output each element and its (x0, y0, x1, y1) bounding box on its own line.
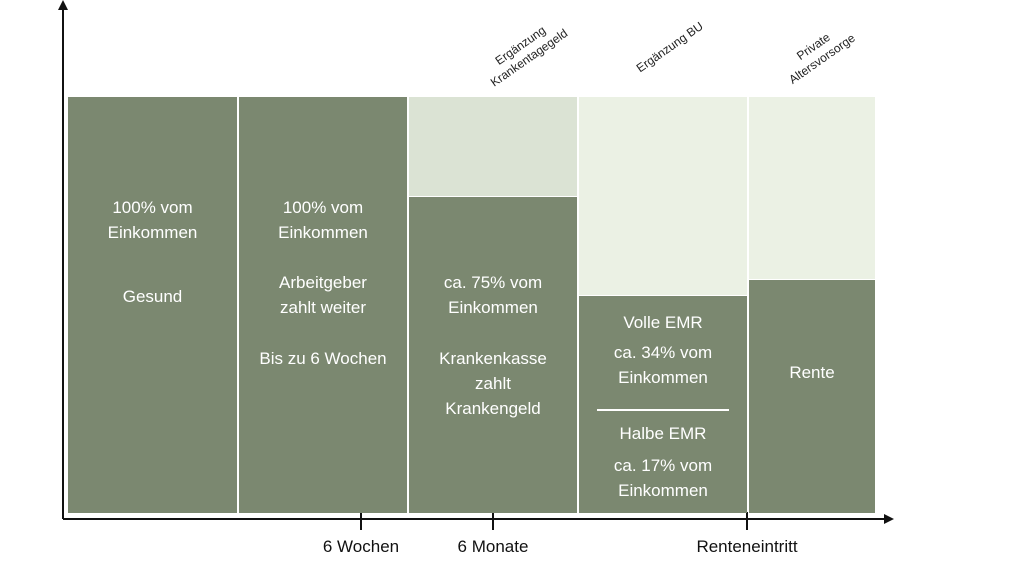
column-2-income-line2: Einkommen (278, 223, 368, 242)
tick-label-renteneintritt: Renteneintritt (696, 537, 798, 556)
column-2-income-line1: 100% vom (282, 198, 364, 217)
column-2-income: 100% vom Einkommen (239, 195, 407, 245)
supplement-bu-block (579, 97, 747, 295)
column-3-payer-line3: Krankengeld (445, 399, 541, 418)
emr-divider (597, 409, 729, 411)
column-3-payer-line1: Krankenkasse (439, 349, 547, 368)
column-4-volle-emr: Volle EMR (623, 313, 703, 332)
tick-label-6-monate: 6 Monate (457, 537, 529, 556)
column-emr (579, 296, 747, 513)
column-4-volle-value-line1: ca. 34% vom (613, 343, 713, 362)
column-2-payer-line2: zahlt weiter (280, 298, 366, 317)
column-1-income: 100% vom Einkommen (68, 195, 237, 245)
column-3-payer-line2: zahlt (475, 374, 511, 393)
column-4-halbe-value: ca. 17% vom Einkommen (579, 453, 747, 503)
column-rente (749, 280, 875, 513)
column-5-label: Rente (789, 363, 835, 382)
column-3-income: ca. 75% vom Einkommen (409, 270, 577, 320)
column-6-wochen (239, 97, 407, 513)
x-axis-arrow-icon (884, 514, 894, 524)
tick-label-6-wochen: 6 Wochen (322, 537, 400, 556)
supplement-krankentagegeld-block (409, 97, 577, 196)
column-1-label: Gesund (122, 287, 183, 306)
column-2-label: Bis zu 6 Wochen (259, 349, 387, 368)
column-2-payer: Arbeitgeber zahlt weiter (239, 270, 407, 320)
column-1-income-line1: 100% vom (112, 198, 193, 217)
column-1-income-line2: Einkommen (107, 223, 198, 242)
column-4-halbe-value-line1: ca. 17% vom (613, 456, 713, 475)
supplement-altersvorsorge-block (749, 97, 875, 279)
column-4-halbe-emr: Halbe EMR (619, 424, 707, 443)
column-4-halbe-value-line2: Einkommen (618, 481, 708, 500)
column-gesund (68, 97, 237, 513)
y-axis-arrow-icon (58, 0, 68, 10)
column-3-income-line1: ca. 75% vom (443, 273, 543, 292)
column-4-volle-value: ca. 34% vom Einkommen (579, 340, 747, 390)
column-3-payer: Krankenkasse zahlt Krankengeld (409, 346, 577, 421)
column-3-income-line2: Einkommen (448, 298, 538, 317)
column-6-monate (409, 197, 577, 513)
column-2-payer-line1: Arbeitgeber (279, 273, 367, 292)
column-4-volle-value-line2: Einkommen (618, 368, 708, 387)
